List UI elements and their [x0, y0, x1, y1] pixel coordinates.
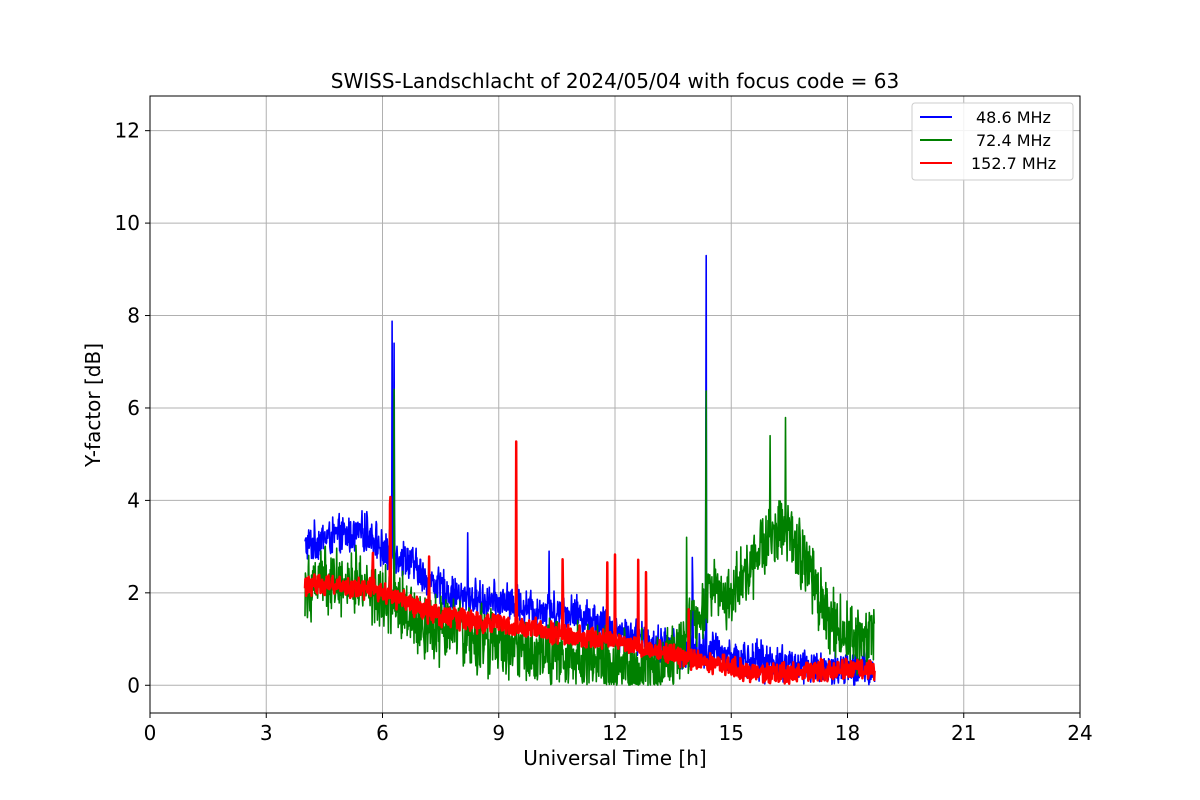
y-tick-label: 10 — [115, 211, 140, 235]
y-tick-label: 2 — [127, 581, 140, 605]
x-axis-ticks: 0 3 6 9 12 15 18 21 24 — [144, 713, 1093, 745]
y-axis-label: Y-factor [dB] — [81, 343, 105, 468]
legend: 48.6 MHz 72.4 MHz 152.7 MHz — [911, 102, 1074, 181]
x-tick-label: 0 — [144, 721, 157, 745]
x-tick-label: 6 — [376, 721, 389, 745]
x-tick-label: 21 — [951, 721, 976, 745]
x-tick-label: 24 — [1067, 721, 1092, 745]
y-axis-ticks: 0 2 4 6 8 10 12 — [115, 119, 150, 697]
y-tick-label: 6 — [127, 396, 140, 420]
x-tick-label: 12 — [602, 721, 627, 745]
y-tick-label: 8 — [127, 304, 140, 328]
y-tick-label: 12 — [115, 119, 140, 143]
legend-label-48-6: 48.6 MHz — [976, 108, 1051, 127]
chart-title: SWISS-Landschlacht of 2024/05/04 with fo… — [331, 69, 899, 93]
y-tick-label: 4 — [127, 488, 140, 512]
x-axis-label: Universal Time [h] — [523, 746, 706, 770]
x-tick-label: 18 — [835, 721, 860, 745]
plot-area — [303, 254, 876, 687]
legend-label-72-4: 72.4 MHz — [976, 131, 1051, 150]
legend-frame — [911, 102, 1074, 181]
legend-label-152-7: 152.7 MHz — [971, 154, 1056, 173]
x-tick-label: 9 — [492, 721, 505, 745]
series-line-1 — [304, 388, 876, 687]
y-tick-label: 0 — [127, 673, 140, 697]
x-tick-label: 15 — [719, 721, 744, 745]
x-tick-label: 3 — [260, 721, 273, 745]
series-line-2 — [303, 440, 876, 685]
